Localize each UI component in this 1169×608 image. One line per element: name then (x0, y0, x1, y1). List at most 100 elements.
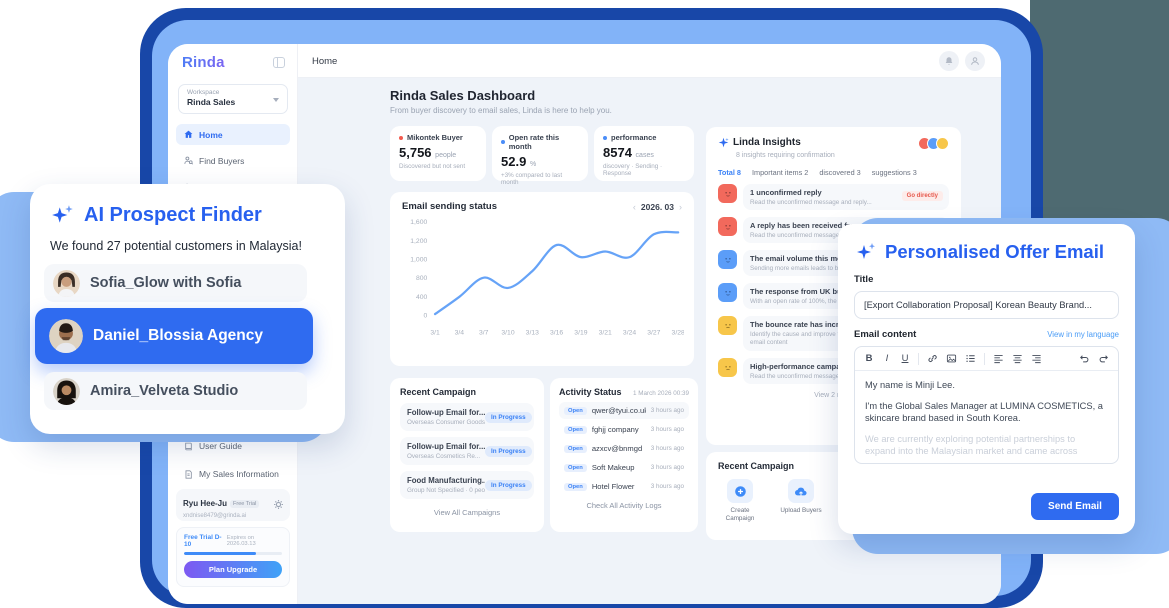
view-more-insights-link[interactable]: View 2 more (814, 392, 853, 400)
workspace-selector[interactable]: Workspace Rinda Sales (178, 84, 288, 114)
insight-subtitle: Read the unconfirmed message and (750, 232, 852, 239)
x-axis-tick: 3/16 (550, 329, 563, 336)
ai-prospect-finder-modal: AI Prospect Finder We found 27 potential… (30, 184, 345, 434)
bullet-list-icon[interactable] (965, 353, 976, 364)
sidebar-collapse-icon[interactable] (273, 57, 285, 68)
insight-subtitle: Identify the cause and improve the email… (750, 331, 847, 347)
email-body-editor[interactable]: My name is Minji Lee. I'm the Global Sal… (855, 371, 1118, 463)
insights-subtitle: 8 insights requiring confirmation (736, 152, 835, 159)
trial-expiry: Expires on 2026.03.13 (226, 535, 256, 547)
y-axis-tick: 800 (416, 275, 428, 282)
activity-row[interactable]: Open Soft Makeup 3 hours ago (559, 459, 689, 476)
panel-title: Recent Campaign (718, 461, 795, 471)
stat-dot (399, 135, 403, 140)
email-paragraph: I'm the Global Sales Manager at LUMINA C… (865, 400, 1103, 424)
underline-icon[interactable]: U (901, 353, 909, 364)
stat-label: Open rate this month (508, 133, 560, 151)
insight-subtitle: Read the unconfirmed message an (750, 373, 849, 381)
insights-tab-discovered[interactable]: discovered 3 (819, 168, 861, 177)
activity-row[interactable]: Open azxcv@bnmgd 3 hours ago (559, 440, 689, 457)
x-axis-tick: 3/13 (526, 329, 539, 336)
insight-title: High-performance campaign (750, 362, 852, 372)
stat-unit: people (435, 152, 457, 159)
email-editor: B I U My name is Minji Lee. I'm the Glob… (854, 346, 1119, 464)
user-name: Ryu Hee-Ju (183, 499, 228, 508)
sidebar-item-label: Find Buyers (199, 155, 245, 166)
page-title: Rinda Sales Dashboard (390, 88, 536, 103)
stat-dot (603, 135, 607, 140)
align-right-icon[interactable] (1031, 353, 1042, 364)
stat-label: performance (611, 133, 657, 142)
activity-name: qwer@tyui.co.uk (591, 406, 646, 415)
toolbar-divider (918, 352, 919, 365)
trial-label: Free Trial D-10 (184, 534, 222, 548)
stat-card-open-rate: Open rate this month 52.9 % +3% compared… (492, 126, 588, 186)
activity-name: Hotel Flower (591, 482, 635, 491)
bold-icon[interactable]: B (865, 353, 873, 364)
chart-title: Email sending status (402, 201, 498, 212)
notifications-button[interactable] (939, 51, 959, 71)
link-icon[interactable] (927, 353, 938, 364)
chevron-right-icon[interactable]: › (679, 201, 682, 212)
x-axis-tick: 3/24 (623, 329, 636, 336)
create-campaign-button[interactable]: Create Campaign (718, 479, 762, 523)
gear-icon[interactable] (273, 499, 284, 510)
chevron-left-icon[interactable]: ‹ (632, 201, 636, 212)
campaign-list-item[interactable]: Follow-up Email for... Overseas Cosmetics… (400, 437, 534, 465)
stat-card-performance: performance 8574 cases discovery · Sendi… (594, 126, 694, 181)
check-all-activity-logs-link[interactable]: Check All Activity Logs (586, 501, 662, 510)
prospect-name: Amira_Velveta Studio (90, 383, 239, 399)
campaign-list-item[interactable]: Food Manufacturing... Group Not Specified… (400, 471, 534, 499)
panel-title: Activity Status (559, 387, 622, 397)
x-axis-tick: 3/21 (599, 329, 612, 336)
italic-icon[interactable]: I (885, 353, 889, 364)
insights-tab-suggestions[interactable]: suggestions 3 (871, 168, 917, 177)
x-axis-tick: 3/7 (479, 329, 489, 336)
workspace-value: Rinda Sales (187, 97, 236, 107)
sidebar-item-my-sales-information[interactable]: My Sales Information (176, 465, 290, 483)
prospect-item-selected[interactable]: Daniel_Blossia Agency (35, 308, 313, 364)
insight-face-icon (718, 184, 737, 203)
prospect-item[interactable]: Amira_Velveta Studio (44, 372, 307, 410)
x-axis-tick: 3/10 (501, 329, 514, 336)
email-title-input[interactable] (854, 291, 1119, 319)
sidebar-item-find-buyers[interactable]: Find Buyers (176, 150, 290, 171)
sidebar-item-user-guide[interactable]: User Guide (176, 437, 290, 455)
send-email-button[interactable]: Send Email (1031, 493, 1119, 520)
email-sending-line (433, 230, 680, 316)
insights-tab-important[interactable]: Important items 2 (751, 168, 809, 177)
go-directly-badge[interactable]: Go directly (901, 191, 943, 201)
plan-upgrade-button[interactable]: Plan Upgrade (184, 561, 282, 578)
align-left-icon[interactable] (993, 353, 1004, 364)
insight-title: The response from UK buyers (750, 287, 858, 296)
editor-toolbar: B I U (855, 347, 1118, 371)
yellow-face-icon (936, 137, 949, 150)
sparkle-icon (857, 243, 875, 259)
insight-item[interactable]: 1 unconfirmed reply Read the unconfirmed … (718, 184, 949, 210)
redo-icon[interactable] (1098, 353, 1109, 364)
sidebar-item-home[interactable]: Home (176, 124, 290, 145)
view-all-campaigns-link[interactable]: View All Campaigns (433, 508, 501, 517)
activity-row[interactable]: Open fghjj company 3 hours ago (559, 421, 689, 438)
upload-buyers-button[interactable]: Upload Buyers (779, 479, 823, 523)
insight-title: A reply has been received from (750, 221, 862, 230)
profile-button[interactable] (965, 51, 985, 71)
y-axis-tick: 400 (416, 294, 428, 301)
activity-row[interactable]: Open qwer@tyui.co.uk 3 hours ago (559, 402, 689, 419)
campaign-list-item[interactable]: Follow-up Email for... Overseas Consumer … (400, 403, 534, 431)
view-in-my-language-link[interactable]: View in my language (1047, 330, 1119, 339)
topbar: Home (298, 44, 1001, 78)
user-profile-card[interactable]: Ryu Hee-Ju Free Trial xndnise8479@grinda.… (176, 489, 290, 521)
insight-face-icon (718, 250, 737, 269)
sidebar: Rinda Workspace Rinda Sales Home Find Bu… (168, 44, 298, 604)
avatar (53, 269, 80, 297)
breadcrumb: Home (312, 56, 338, 67)
image-icon[interactable] (946, 353, 957, 364)
activity-row[interactable]: Open Hotel Flower 3 hours ago (559, 478, 689, 495)
undo-icon[interactable] (1079, 353, 1090, 364)
prospect-item[interactable]: Sofia_Glow with Sofia (44, 264, 307, 302)
insight-subtitle: Sending more emails leads to bett (750, 265, 846, 272)
x-axis-tick: 3/28 (672, 329, 684, 336)
align-center-icon[interactable] (1012, 353, 1023, 364)
insights-tab-total[interactable]: Total 8 (718, 168, 741, 177)
